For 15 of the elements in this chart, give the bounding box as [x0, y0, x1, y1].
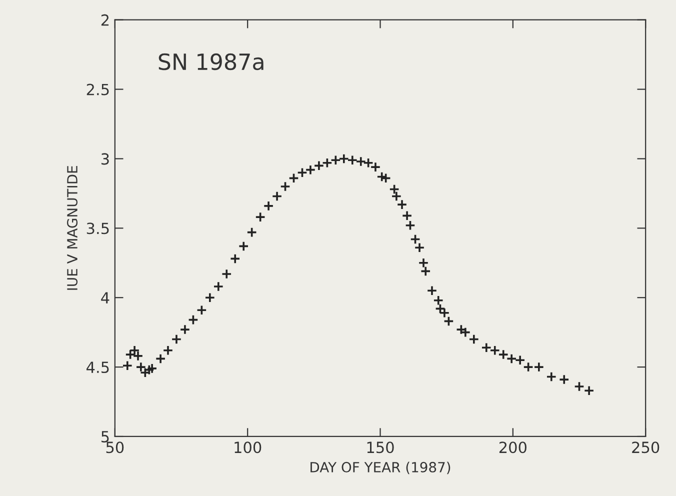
y-tick-label: 3.5 — [86, 222, 109, 234]
x-axis-title: DAY OF YEAR (1987) — [310, 462, 450, 474]
y-axis-title: IUE V MAGNUTIDE — [67, 166, 78, 290]
y-tick-label: 4.5 — [86, 362, 109, 374]
y-tick-label: 4 — [101, 292, 110, 304]
x-tick-label: 250 — [632, 442, 660, 454]
y-tick-label: 5 — [102, 431, 109, 442]
y-tick-label: 2.5 — [86, 84, 109, 96]
y-tick-label: 2 — [101, 14, 109, 26]
x-tick-label: 100 — [234, 442, 262, 454]
y-tick-label: 3 — [102, 153, 109, 165]
x-tick-label: 50 — [106, 442, 124, 454]
x-tick-label: 150 — [367, 442, 394, 454]
x-tick-label: 200 — [499, 442, 526, 454]
annotation: SN 1987a — [158, 53, 264, 70]
